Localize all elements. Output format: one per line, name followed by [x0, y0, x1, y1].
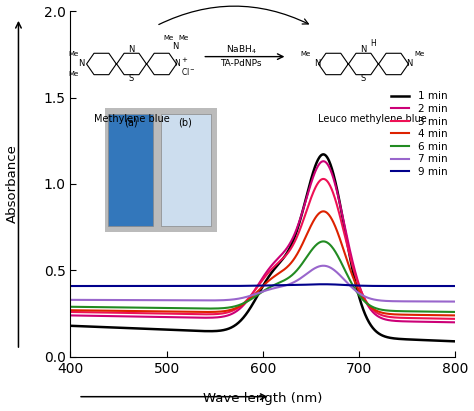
- 3 min: [313, 185, 319, 190]
- Line: 9 min: 9 min: [71, 284, 455, 286]
- Line: 2 min: 2 min: [71, 161, 455, 322]
- 6 min: [400, 309, 405, 314]
- 6 min: [291, 271, 297, 276]
- 2 min: [91, 313, 97, 318]
- 4 min: [68, 308, 73, 313]
- Line: 1 min: 1 min: [71, 155, 455, 342]
- 6 min: [313, 243, 319, 248]
- 9 min: [320, 282, 326, 287]
- 2 min: [68, 313, 73, 318]
- 4 min: [301, 238, 307, 243]
- 7 min: [91, 298, 97, 302]
- 6 min: [301, 259, 307, 263]
- 3 min: [452, 316, 458, 321]
- 3 min: [360, 293, 365, 298]
- Line: 3 min: 3 min: [71, 179, 455, 319]
- 9 min: [91, 284, 97, 289]
- 9 min: [68, 284, 73, 289]
- Legend: 1 min, 2 min, 3 min, 4 min, 6 min, 7 min, 9 min: 1 min, 2 min, 3 min, 4 min, 6 min, 7 min…: [386, 87, 451, 181]
- 9 min: [313, 282, 319, 287]
- 3 min: [291, 241, 297, 246]
- 6 min: [68, 304, 73, 309]
- 7 min: [400, 299, 405, 304]
- 7 min: [320, 263, 326, 268]
- 7 min: [291, 280, 297, 285]
- Line: 6 min: 6 min: [71, 241, 455, 312]
- 3 min: [320, 176, 326, 181]
- 3 min: [301, 216, 307, 221]
- 3 min: [91, 310, 97, 315]
- Line: 4 min: 4 min: [71, 211, 455, 315]
- 4 min: [400, 312, 405, 317]
- 1 min: [68, 323, 73, 328]
- 4 min: [360, 295, 365, 300]
- 4 min: [320, 209, 326, 214]
- 4 min: [452, 313, 458, 318]
- 3 min: [68, 309, 73, 314]
- X-axis label: Wave length (nm): Wave length (nm): [203, 393, 322, 405]
- 4 min: [291, 257, 297, 262]
- 9 min: [400, 284, 405, 289]
- 4 min: [313, 215, 319, 220]
- Y-axis label: Absorbance: Absorbance: [6, 145, 18, 224]
- 6 min: [452, 309, 458, 314]
- 2 min: [291, 233, 297, 238]
- 7 min: [68, 298, 73, 302]
- 2 min: [360, 293, 365, 298]
- 1 min: [360, 306, 365, 311]
- 7 min: [360, 293, 365, 298]
- 3 min: [400, 315, 405, 320]
- 7 min: [313, 266, 319, 270]
- 1 min: [313, 163, 319, 168]
- 4 min: [91, 308, 97, 313]
- 1 min: [291, 236, 297, 241]
- Line: 7 min: 7 min: [71, 266, 455, 302]
- 7 min: [301, 273, 307, 278]
- 9 min: [301, 282, 307, 287]
- 2 min: [313, 169, 319, 173]
- 1 min: [301, 203, 307, 208]
- 2 min: [452, 320, 458, 325]
- 6 min: [91, 305, 97, 309]
- 1 min: [400, 337, 405, 342]
- 9 min: [452, 284, 458, 289]
- 9 min: [291, 283, 297, 288]
- 1 min: [320, 152, 326, 157]
- 1 min: [91, 324, 97, 329]
- 2 min: [320, 159, 326, 164]
- 6 min: [320, 239, 326, 244]
- 2 min: [301, 204, 307, 209]
- 1 min: [452, 339, 458, 344]
- 6 min: [360, 297, 365, 302]
- 9 min: [360, 283, 365, 288]
- 7 min: [452, 299, 458, 304]
- 2 min: [400, 319, 405, 324]
